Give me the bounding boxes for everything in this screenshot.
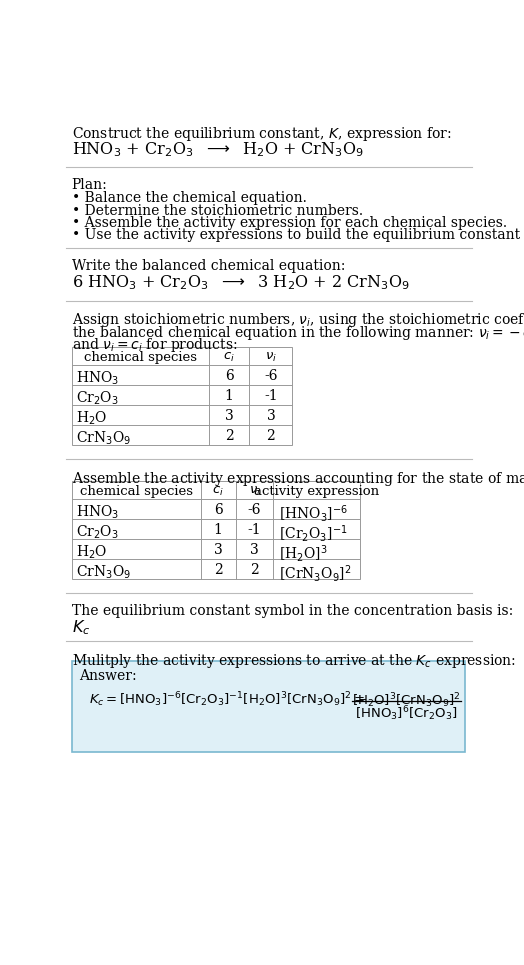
Text: [Cr$_2$O$_3$]$^{-1}$: [Cr$_2$O$_3$]$^{-1}$ <box>279 523 347 544</box>
Text: -6: -6 <box>248 503 261 517</box>
Text: CrN$_3$O$_9$: CrN$_3$O$_9$ <box>77 429 132 447</box>
Text: Mulitply the activity expressions to arrive at the $K_c$ expression:: Mulitply the activity expressions to arr… <box>72 651 516 670</box>
Text: $[\mathrm{H_2O}]^3 [\mathrm{CrN_3O_9}]^2$: $[\mathrm{H_2O}]^3 [\mathrm{CrN_3O_9}]^2… <box>352 691 461 709</box>
Text: Construct the equilibrium constant, $K$, expression for:: Construct the equilibrium constant, $K$,… <box>72 125 451 143</box>
Text: Plan:: Plan: <box>72 179 107 192</box>
Text: • Use the activity expressions to build the equilibrium constant expression.: • Use the activity expressions to build … <box>72 228 524 242</box>
Text: chemical species: chemical species <box>84 350 197 364</box>
Text: 3: 3 <box>214 543 223 557</box>
Text: -6: -6 <box>264 370 278 383</box>
Text: [CrN$_3$O$_9$]$^2$: [CrN$_3$O$_9$]$^2$ <box>279 564 351 584</box>
Text: -1: -1 <box>248 523 261 538</box>
Text: Assemble the activity expressions accounting for the state of matter and $\nu_i$: Assemble the activity expressions accoun… <box>72 470 524 488</box>
Bar <box>72 481 360 579</box>
Text: $c_i$: $c_i$ <box>223 350 235 364</box>
Text: Answer:: Answer: <box>80 669 137 682</box>
Text: 3: 3 <box>225 409 233 424</box>
Text: CrN$_3$O$_9$: CrN$_3$O$_9$ <box>77 564 132 581</box>
Text: activity expression: activity expression <box>254 484 379 498</box>
Text: 2: 2 <box>214 564 223 577</box>
Text: [HNO$_3$]$^{-6}$: [HNO$_3$]$^{-6}$ <box>279 503 347 524</box>
Text: 6 HNO$_3$ + Cr$_2$O$_3$  $\longrightarrow$  3 H$_2$O + 2 CrN$_3$O$_9$: 6 HNO$_3$ + Cr$_2$O$_3$ $\longrightarrow… <box>72 273 410 291</box>
Text: $\nu_i$: $\nu_i$ <box>248 484 260 498</box>
Text: Assign stoichiometric numbers, $\nu_i$, using the stoichiometric coefficients, $: Assign stoichiometric numbers, $\nu_i$, … <box>72 312 524 329</box>
Text: HNO$_3$: HNO$_3$ <box>77 503 119 520</box>
Text: H$_2$O: H$_2$O <box>77 543 107 561</box>
Text: 6: 6 <box>214 503 223 517</box>
Text: $\nu_i$: $\nu_i$ <box>265 350 277 364</box>
Text: Write the balanced chemical equation:: Write the balanced chemical equation: <box>72 259 345 273</box>
Text: -1: -1 <box>264 389 278 403</box>
Text: HNO$_3$: HNO$_3$ <box>77 370 119 387</box>
Text: 2: 2 <box>225 429 233 443</box>
Text: H$_2$O: H$_2$O <box>77 409 107 427</box>
Text: 6: 6 <box>225 370 233 383</box>
Text: • Assemble the activity expression for each chemical species.: • Assemble the activity expression for e… <box>72 216 507 230</box>
Text: The equilibrium constant symbol in the concentration basis is:: The equilibrium constant symbol in the c… <box>72 604 513 618</box>
Text: 1: 1 <box>225 389 234 403</box>
Text: 2: 2 <box>267 429 275 443</box>
Text: and $\nu_i = c_i$ for products:: and $\nu_i = c_i$ for products: <box>72 336 237 354</box>
Text: $c_i$: $c_i$ <box>212 484 224 498</box>
Text: 1: 1 <box>214 523 223 538</box>
Text: HNO$_3$ + Cr$_2$O$_3$  $\longrightarrow$  H$_2$O + CrN$_3$O$_9$: HNO$_3$ + Cr$_2$O$_3$ $\longrightarrow$ … <box>72 141 364 159</box>
Text: $K_c$: $K_c$ <box>72 618 90 637</box>
Text: [H$_2$O]$^3$: [H$_2$O]$^3$ <box>279 543 327 565</box>
Text: • Balance the chemical equation.: • Balance the chemical equation. <box>72 191 307 206</box>
Text: 3: 3 <box>250 543 259 557</box>
Text: Cr$_2$O$_3$: Cr$_2$O$_3$ <box>77 389 119 406</box>
Text: Cr$_2$O$_3$: Cr$_2$O$_3$ <box>77 523 119 540</box>
Text: the balanced chemical equation in the following manner: $\nu_i = -c_i$ for react: the balanced chemical equation in the fo… <box>72 323 524 342</box>
Text: chemical species: chemical species <box>80 484 192 498</box>
Bar <box>72 346 292 446</box>
Text: 2: 2 <box>250 564 259 577</box>
Text: $[\mathrm{HNO_3}]^6 [\mathrm{Cr_2O_3}]$: $[\mathrm{HNO_3}]^6 [\mathrm{Cr_2O_3}]$ <box>355 704 458 723</box>
Text: $K_c = [\mathrm{HNO_3}]^{-6} [\mathrm{Cr_2O_3}]^{-1} [\mathrm{H_2O}]^3 [\mathrm{: $K_c = [\mathrm{HNO_3}]^{-6} [\mathrm{Cr… <box>89 690 365 709</box>
Text: • Determine the stoichiometric numbers.: • Determine the stoichiometric numbers. <box>72 204 363 217</box>
Bar <box>72 661 465 752</box>
Text: 3: 3 <box>267 409 275 424</box>
